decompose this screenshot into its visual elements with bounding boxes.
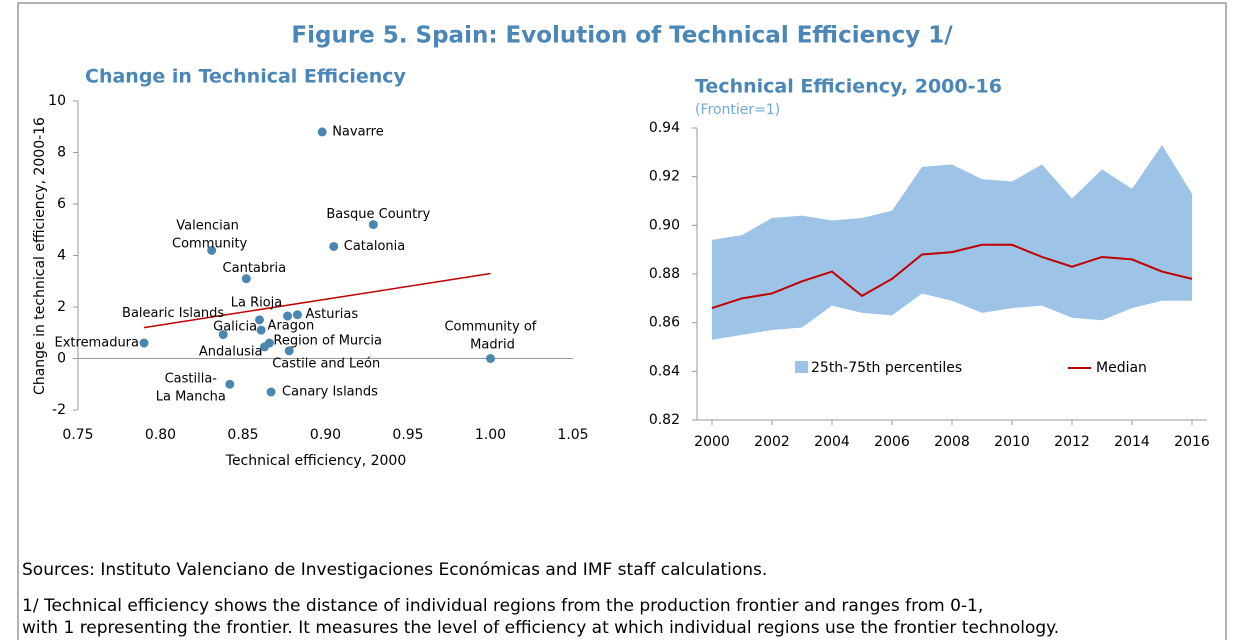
point [283,311,293,321]
x-tick-label: 0.95 [392,427,423,443]
chart-subtitle: (Frontier=1) [695,102,780,118]
x-tick-label: 1.00 [475,427,506,443]
point [259,342,269,352]
x-tick-label: 0.75 [62,427,93,443]
label-line: Community of [444,319,540,334]
point-label: Navarre [332,124,384,139]
border [17,2,1227,640]
x-tick-label: 2000 [694,434,730,450]
x-tick-label: 0.85 [227,427,258,443]
point-label: La Rioja [231,295,283,310]
band [712,145,1192,340]
point-label: Andalusia [199,344,263,359]
x-tick-label: 2012 [1054,434,1090,450]
point [225,379,235,389]
x-axis-label: Technical efficiency, 2000 [225,453,406,469]
point [241,274,251,284]
point-label: Galicia [213,320,257,335]
figure-title: Figure 5. Spain: Evolution of Technical … [291,23,953,49]
point [368,220,378,230]
y-tick-label: 10 [48,93,66,109]
point-label: Extremadura [55,336,140,351]
label-line: Community [172,236,248,251]
x-tick-label: 2006 [874,434,910,450]
point-label: Valencian Community [172,218,248,251]
y-tick-label: 0.82 [649,412,680,428]
point [218,330,228,340]
chart-title: Technical Efficiency, 2000-16 [695,76,1002,98]
point [139,338,149,348]
x-tick-label: 2004 [814,434,850,450]
point-label: Region of Murcia [273,334,382,349]
y-tick-label: 0.90 [649,217,680,233]
point-label: Basque Country [326,207,430,222]
point [255,315,264,325]
legend-label: Median [1096,360,1147,376]
x-tick-label: 2016 [1174,434,1210,450]
point [284,346,294,356]
chart-title: Change in Technical Efficiency [85,66,407,88]
point-label: Aragon [268,319,315,334]
y-tick-label: 0.94 [649,120,680,136]
trendline [143,272,491,329]
y-tick-label: 2 [57,299,66,315]
label-line: La Mancha [156,389,226,404]
point-label: Balearic Islands [122,306,224,321]
point [329,241,339,251]
y-tick-label: 0.86 [649,315,680,331]
y-tick-label: 4 [57,248,66,264]
point [266,387,276,397]
point-label: Castile and León [272,356,380,371]
median-line [711,243,1193,310]
x-tick-label: 2010 [994,434,1030,450]
x-tick-label: 0.80 [145,427,176,443]
point [317,127,327,137]
y-tick-label: -2 [52,402,66,418]
point [486,354,495,363]
legend-swatch [795,361,808,373]
y-tick-label: 0.92 [649,169,680,185]
label-line: Castilla- [165,371,218,386]
note: 1/ Technical efficiency shows the distan… [22,596,983,616]
point [292,310,302,320]
y-axis-label: Change in technical efficiency, 2000-16 [32,117,48,395]
y-tick-label: 0.84 [649,363,680,379]
point-label: Castilla- La Mancha [156,371,226,404]
point [256,325,266,335]
point-label: Catalonia [344,239,406,254]
point [207,245,217,255]
x-tick-label: 2008 [934,434,970,450]
y-tick-label: 0.88 [649,266,680,282]
point-label: Asturias [305,307,358,322]
label-line: Madrid [470,337,515,352]
sources: Sources: Instituto Valenciano de Investi… [22,560,767,580]
x-tick-label: 0.90 [310,427,341,443]
note: with 1 representing the frontier. It mea… [22,618,1059,638]
label-line: Valencian [176,218,243,233]
legend-label: 25th-75th percentiles [811,360,962,376]
point-label: Community of Madrid [444,319,540,352]
point-label: Cantabria [223,261,287,276]
point-label: Canary Islands [282,384,378,399]
y-tick-label: 8 [57,145,66,161]
x-tick-label: 2002 [754,434,790,450]
y-tick-label: 0 [57,351,66,367]
y-tick-label: 6 [57,196,66,212]
x-tick-label: 2014 [1114,434,1150,450]
x-tick-label: 1.05 [557,427,588,443]
